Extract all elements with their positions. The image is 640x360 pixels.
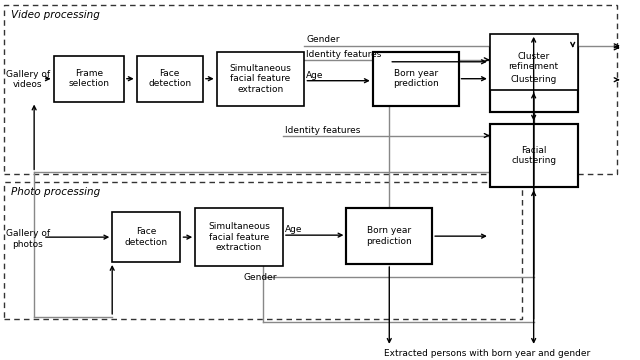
Text: Born year
prediction: Born year prediction [366, 226, 412, 246]
Bar [4, 5, 616, 174]
Text: Video processing: Video processing [11, 10, 100, 20]
Text: Born year
prediction: Born year prediction [393, 69, 438, 89]
Bar [490, 123, 577, 187]
Text: Gallery of
videos: Gallery of videos [6, 70, 50, 89]
Bar [346, 208, 432, 264]
Text: Simultaneous
facial feature
extraction: Simultaneous facial feature extraction [230, 64, 291, 94]
Text: Frame
selection: Frame selection [68, 69, 109, 89]
Text: Identity features: Identity features [307, 50, 381, 59]
Bar [490, 34, 577, 90]
Text: Face
detection: Face detection [125, 228, 168, 247]
Bar [216, 52, 305, 105]
Bar [54, 56, 124, 102]
Text: Extracted persons with born year and gender: Extracted persons with born year and gen… [385, 349, 591, 358]
Bar [112, 212, 180, 262]
Text: Age: Age [285, 225, 302, 234]
Bar [4, 182, 522, 319]
Text: Simultaneous
facial feature
extraction: Simultaneous facial feature extraction [208, 222, 270, 252]
Bar [490, 48, 577, 112]
Bar [136, 56, 203, 102]
Text: Cluster
refinement: Cluster refinement [509, 52, 559, 72]
Text: Facial
clustering: Facial clustering [511, 146, 556, 165]
Bar [195, 208, 283, 266]
Bar [372, 52, 458, 105]
Text: Age: Age [307, 71, 324, 80]
Text: Gallery of
photos: Gallery of photos [6, 229, 50, 249]
Text: Clustering: Clustering [511, 75, 557, 84]
Text: Gender: Gender [244, 273, 277, 282]
Text: Face
detection: Face detection [148, 69, 191, 89]
Text: Identity features: Identity features [285, 126, 360, 135]
Text: Gender: Gender [307, 35, 340, 44]
Text: Photo processing: Photo processing [11, 187, 100, 197]
